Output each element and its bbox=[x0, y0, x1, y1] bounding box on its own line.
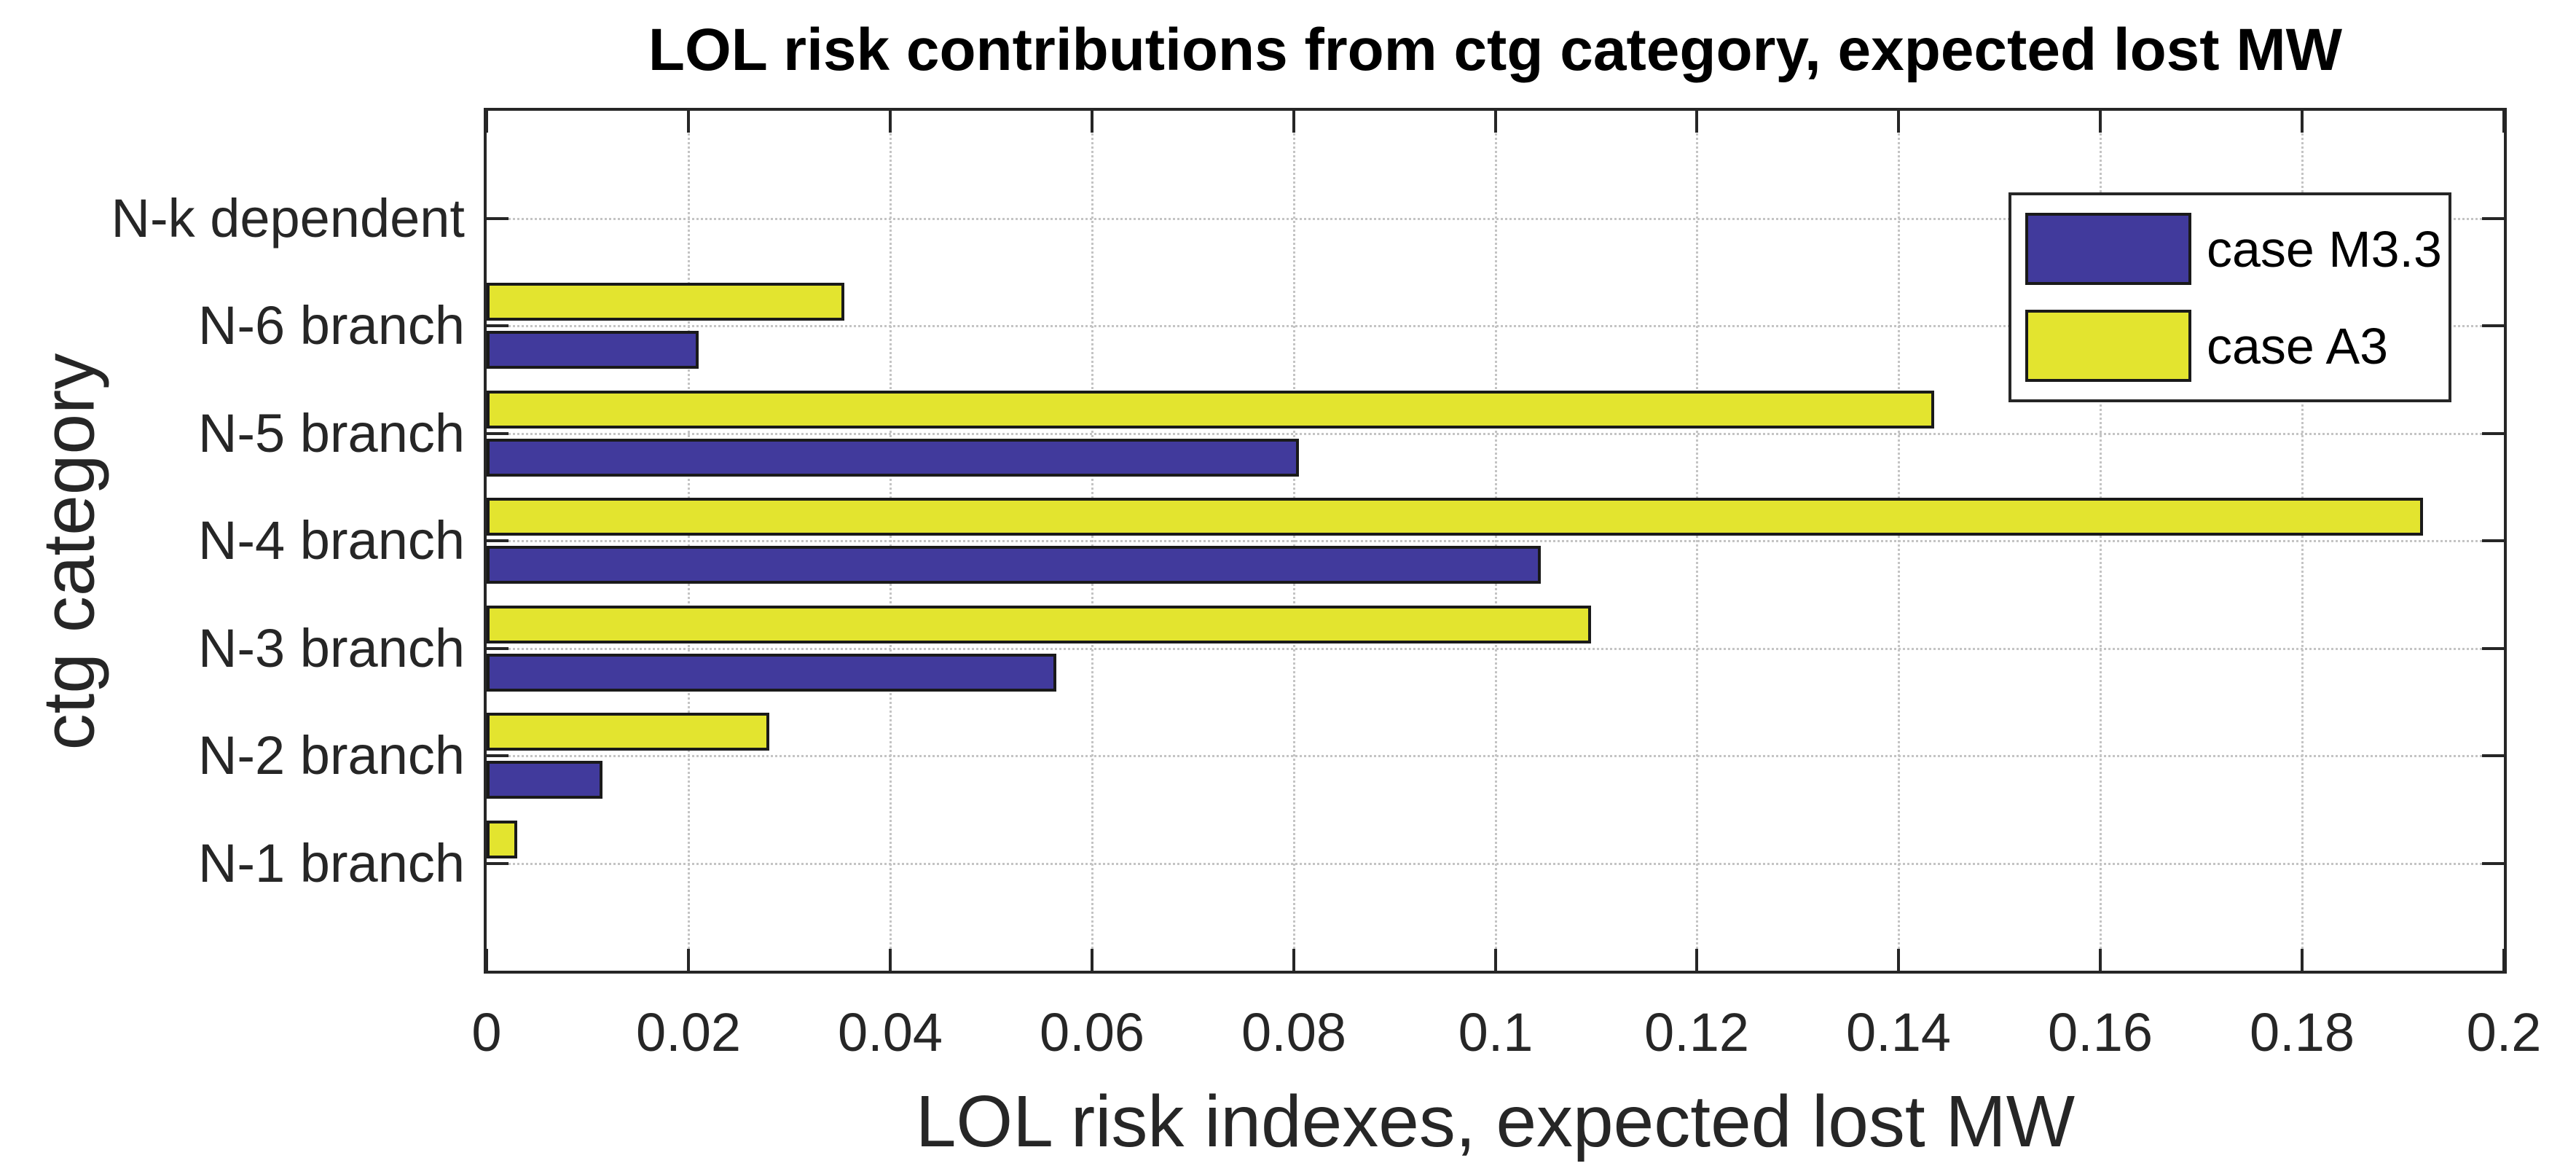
gridline-horizontal-n-2-branch bbox=[487, 755, 2504, 757]
tick-bottom-0-18 bbox=[2301, 949, 2304, 971]
gridline-horizontal-n-1-branch bbox=[487, 863, 2504, 865]
x-tick-label-0-06: 0.06 bbox=[1039, 1002, 1145, 1063]
tick-bottom-0-16 bbox=[2099, 949, 2102, 971]
tick-left-n-5-branch bbox=[487, 432, 508, 435]
tick-bottom-0-04 bbox=[889, 949, 892, 971]
bar-case-m3-3-n-2-branch bbox=[487, 761, 602, 799]
gridline-horizontal-n-6-branch bbox=[487, 325, 2504, 327]
tick-right-n-5-branch bbox=[2482, 432, 2504, 435]
tick-left-n-2-branch bbox=[487, 754, 508, 757]
tick-top-0-12 bbox=[1695, 111, 1698, 133]
tick-bottom-0 bbox=[485, 949, 488, 971]
gridline-horizontal-n-4-branch bbox=[487, 540, 2504, 542]
tick-left-n-6-branch bbox=[487, 324, 508, 327]
category-label-n-2-branch: N-2 branch bbox=[197, 725, 465, 786]
bar-case-a3-n-4-branch bbox=[487, 498, 2423, 536]
bar-case-a3-n-3-branch bbox=[487, 606, 1591, 643]
legend-entry-case-a3: case A3 bbox=[2025, 310, 2449, 382]
bar-case-m3-3-n-4-branch bbox=[487, 546, 1541, 584]
category-label-n-5-branch: N-5 branch bbox=[197, 403, 465, 463]
tick-left-n-1-branch bbox=[487, 862, 508, 865]
tick-bottom-0-12 bbox=[1695, 949, 1698, 971]
tick-left-n-k-dependent bbox=[487, 217, 508, 220]
x-tick-label-0: 0 bbox=[471, 1002, 502, 1063]
category-label-n-4-branch: N-4 branch bbox=[197, 510, 465, 571]
gridline-horizontal-n-k-dependent bbox=[487, 218, 2504, 220]
tick-top-0-08 bbox=[1292, 111, 1295, 133]
tick-bottom-0-1 bbox=[1494, 949, 1497, 971]
chart-title: LOL risk contributions from ctg category… bbox=[648, 17, 2343, 83]
tick-left-n-4-branch bbox=[487, 539, 508, 542]
tick-left-n-3-branch bbox=[487, 647, 508, 650]
bar-case-m3-3-n-5-branch bbox=[487, 439, 1299, 477]
x-tick-label-0-16: 0.16 bbox=[2047, 1002, 2153, 1063]
bar-case-a3-n-2-branch bbox=[487, 713, 769, 751]
x-axis-label: LOL risk indexes, expected lost MW bbox=[915, 1081, 2076, 1162]
legend-entry-case-m3-3: case M3.3 bbox=[2025, 213, 2449, 285]
x-tick-label-0-02: 0.02 bbox=[635, 1002, 742, 1063]
legend-label-case-m3-3: case M3.3 bbox=[2207, 220, 2442, 278]
tick-bottom-0-2 bbox=[2502, 949, 2505, 971]
legend: case M3.3 case A3 bbox=[2008, 192, 2451, 402]
x-tick-label-0-2: 0.2 bbox=[2466, 1002, 2542, 1063]
bar-case-a3-n-5-branch bbox=[487, 391, 1934, 429]
tick-bottom-0-02 bbox=[687, 949, 690, 971]
tick-top-0 bbox=[485, 111, 488, 133]
tick-bottom-0-14 bbox=[1897, 949, 1900, 971]
tick-top-0-16 bbox=[2099, 111, 2102, 133]
tick-top-0-2 bbox=[2502, 111, 2505, 133]
category-label-n-k-dependent: N-k dependent bbox=[111, 188, 465, 249]
x-tick-label-0-14: 0.14 bbox=[1845, 1002, 1952, 1063]
gridline-horizontal-n-3-branch bbox=[487, 648, 2504, 650]
tick-top-0-04 bbox=[889, 111, 892, 133]
tick-top-0-1 bbox=[1494, 111, 1497, 133]
plot-area: case M3.3 case A3 bbox=[484, 108, 2507, 974]
legend-label-case-a3: case A3 bbox=[2207, 317, 2389, 375]
tick-bottom-0-06 bbox=[1091, 949, 1093, 971]
bar-case-m3-3-n-6-branch bbox=[487, 331, 699, 369]
category-label-n-3-branch: N-3 branch bbox=[197, 618, 465, 678]
x-tick-label-0-1: 0.1 bbox=[1458, 1002, 1534, 1063]
x-tick-label-0-12: 0.12 bbox=[1644, 1002, 1750, 1063]
tick-right-n-1-branch bbox=[2482, 862, 2504, 865]
category-label-n-6-branch: N-6 branch bbox=[197, 295, 465, 356]
tick-top-0-18 bbox=[2301, 111, 2304, 133]
category-label-n-1-branch: N-1 branch bbox=[197, 833, 465, 893]
legend-swatch-case-m3-3 bbox=[2025, 213, 2191, 285]
tick-top-0-02 bbox=[687, 111, 690, 133]
tick-top-0-14 bbox=[1897, 111, 1900, 133]
tick-top-0-06 bbox=[1091, 111, 1093, 133]
x-tick-label-0-08: 0.08 bbox=[1241, 1002, 1347, 1063]
tick-right-n-3-branch bbox=[2482, 647, 2504, 650]
bar-case-a3-n-6-branch bbox=[487, 283, 844, 321]
tick-bottom-0-08 bbox=[1292, 949, 1295, 971]
tick-right-n-k-dependent bbox=[2482, 217, 2504, 220]
tick-right-n-6-branch bbox=[2482, 324, 2504, 327]
legend-swatch-case-a3 bbox=[2025, 310, 2191, 382]
bar-case-m3-3-n-3-branch bbox=[487, 654, 1056, 692]
x-tick-label-0-04: 0.04 bbox=[837, 1002, 943, 1063]
tick-right-n-2-branch bbox=[2482, 754, 2504, 757]
x-tick-label-0-18: 0.18 bbox=[2249, 1002, 2355, 1063]
gridline-horizontal-n-5-branch bbox=[487, 433, 2504, 435]
tick-right-n-4-branch bbox=[2482, 539, 2504, 542]
bar-case-a3-n-1-branch bbox=[487, 821, 517, 858]
